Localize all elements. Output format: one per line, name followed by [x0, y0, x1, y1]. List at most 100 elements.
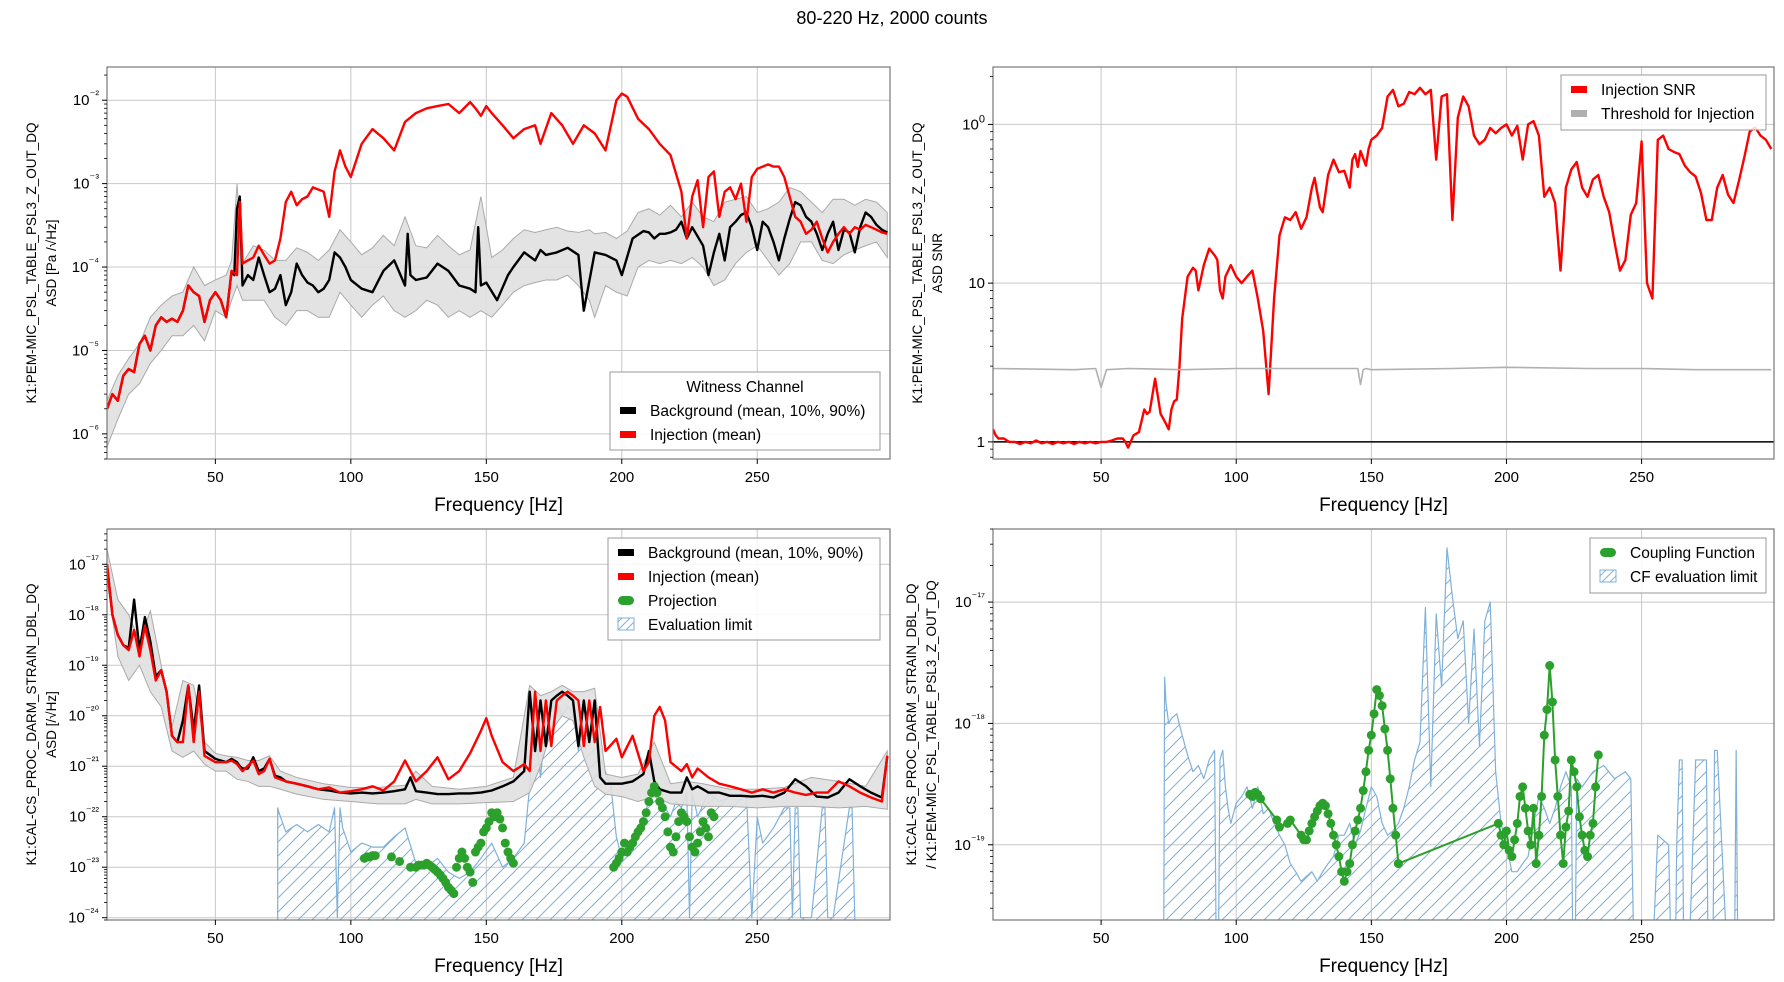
coupling-point — [1569, 767, 1579, 777]
coupling-point — [1534, 830, 1544, 840]
evaluation-limit-area — [277, 699, 856, 920]
legend-label: Injection SNR — [1601, 82, 1696, 99]
x-axis-label: Frequency [Hz] — [1319, 495, 1448, 516]
legend-label: Background (mean, 10%, 90%) — [648, 545, 863, 562]
coupling-point — [1591, 782, 1601, 792]
legend-swatch — [1571, 110, 1587, 117]
coupling-point — [1507, 852, 1517, 862]
legend-label: CF evaluation limit — [1630, 569, 1758, 586]
series-injection-mean — [107, 564, 889, 803]
coupling-point — [1499, 840, 1509, 850]
coupling-point — [1391, 830, 1401, 840]
y-tick-label: 10⁻²¹ — [69, 755, 99, 775]
legend-swatch — [620, 431, 636, 438]
coupling-point — [1304, 826, 1314, 836]
x-tick-label: 150 — [474, 469, 499, 486]
projection-point — [701, 823, 711, 833]
x-tick-label: 100 — [338, 469, 363, 486]
legend-swatch — [1571, 86, 1587, 93]
axes-frame — [992, 66, 1775, 460]
legend-swatch — [618, 549, 634, 556]
coupling-point — [1512, 818, 1522, 828]
coupling-point — [1574, 812, 1584, 822]
y-tick-label: 10⁻¹⁷ — [69, 553, 99, 573]
coupling-point — [1323, 809, 1333, 819]
y-tick-label: 10⁻¹⁹ — [954, 834, 985, 854]
y-tick-label: 10⁻⁶ — [72, 423, 99, 443]
coupling-point — [1377, 701, 1387, 711]
projection-point — [370, 851, 380, 861]
x-tick-label: 150 — [1359, 469, 1384, 486]
series-threshold-for-injection — [993, 366, 1772, 389]
projection-point — [690, 847, 700, 857]
y-tick-label: 10⁻² — [73, 89, 99, 109]
x-tick-label: 250 — [1629, 469, 1654, 486]
coupling-point — [1272, 815, 1282, 825]
x-tick-label: 200 — [1494, 469, 1519, 486]
coupling-point — [1531, 859, 1541, 869]
legend-swatch — [618, 573, 634, 580]
coupling-point — [1358, 786, 1368, 796]
legend-label: Injection (mean) — [650, 427, 761, 444]
projection-point — [641, 808, 651, 818]
coupling-point — [1353, 815, 1363, 825]
x-tick-label: 200 — [609, 469, 634, 486]
legend-hatch — [617, 617, 635, 631]
coupling-point — [1593, 750, 1603, 760]
y-tick-label: 10⁻⁴ — [72, 256, 99, 276]
coupling-point — [1356, 803, 1366, 813]
axes-frame — [106, 66, 891, 460]
projection-point — [638, 817, 648, 827]
y-tick-label: 10⁻¹⁸ — [68, 604, 99, 624]
legend-label: Projection — [648, 593, 717, 610]
y-axis-label: / K1:PEM-MIC_PSL_TABLE_PSL3_Z_OUT_DQ — [924, 580, 939, 869]
x-tick-label: 100 — [338, 930, 363, 947]
y-tick-label: 100 — [962, 113, 985, 133]
legend-witness: Witness Channel Background (mean, 10%, 90… — [609, 371, 881, 451]
legend-box — [609, 371, 881, 451]
coupling-point — [1520, 803, 1530, 813]
coupling-point — [1588, 818, 1598, 828]
coupling-point — [1256, 794, 1266, 804]
legend-box — [607, 537, 881, 641]
axes-frame — [106, 528, 891, 921]
projection-point — [508, 858, 518, 868]
background-band — [107, 548, 888, 810]
x-axis-label: Frequency [Hz] — [434, 956, 563, 977]
coupling-point — [1501, 826, 1511, 836]
series-injection-snr — [993, 86, 1773, 449]
coupling-point — [1523, 826, 1533, 836]
series-injection-mean — [107, 92, 888, 410]
y-tick-label: 10⁻²³ — [69, 856, 99, 876]
legend-box — [1560, 74, 1767, 131]
x-tick-label: 250 — [745, 469, 770, 486]
coupling-point — [1553, 791, 1563, 801]
projection-point — [682, 817, 692, 827]
projection-point — [703, 832, 713, 842]
legend-box — [1589, 537, 1767, 594]
coupling-point — [1339, 876, 1349, 886]
x-tick-label: 200 — [609, 930, 634, 947]
projection-point — [500, 838, 510, 848]
legend-label: Coupling Function — [1630, 545, 1755, 562]
coupling-point — [1331, 840, 1341, 850]
x-tick-label: 100 — [1224, 930, 1249, 947]
plot-area-witness — [107, 92, 888, 447]
legend-label: Injection (mean) — [648, 569, 759, 586]
coupling-point — [1366, 730, 1376, 740]
projection-point — [652, 788, 662, 798]
plot-area-projection — [107, 548, 889, 920]
coupling-point — [1585, 830, 1595, 840]
projection-point — [663, 827, 673, 837]
x-axis-label: Frequency [Hz] — [1319, 956, 1448, 977]
legend-marker — [1600, 548, 1616, 557]
y-tick-label: 10⁻²² — [69, 806, 99, 826]
coupling-point — [1542, 705, 1552, 715]
plot-area-snr — [993, 86, 1774, 449]
projection-point — [465, 867, 475, 877]
projection-point — [660, 812, 670, 822]
coupling-point — [1564, 806, 1574, 816]
projection-point — [498, 823, 508, 833]
y-axis-label: K1:PEM-MIC_PSL_TABLE_PSL3_Z_OUT_DQ — [24, 122, 39, 403]
evaluation-limit-area — [1163, 547, 1739, 920]
